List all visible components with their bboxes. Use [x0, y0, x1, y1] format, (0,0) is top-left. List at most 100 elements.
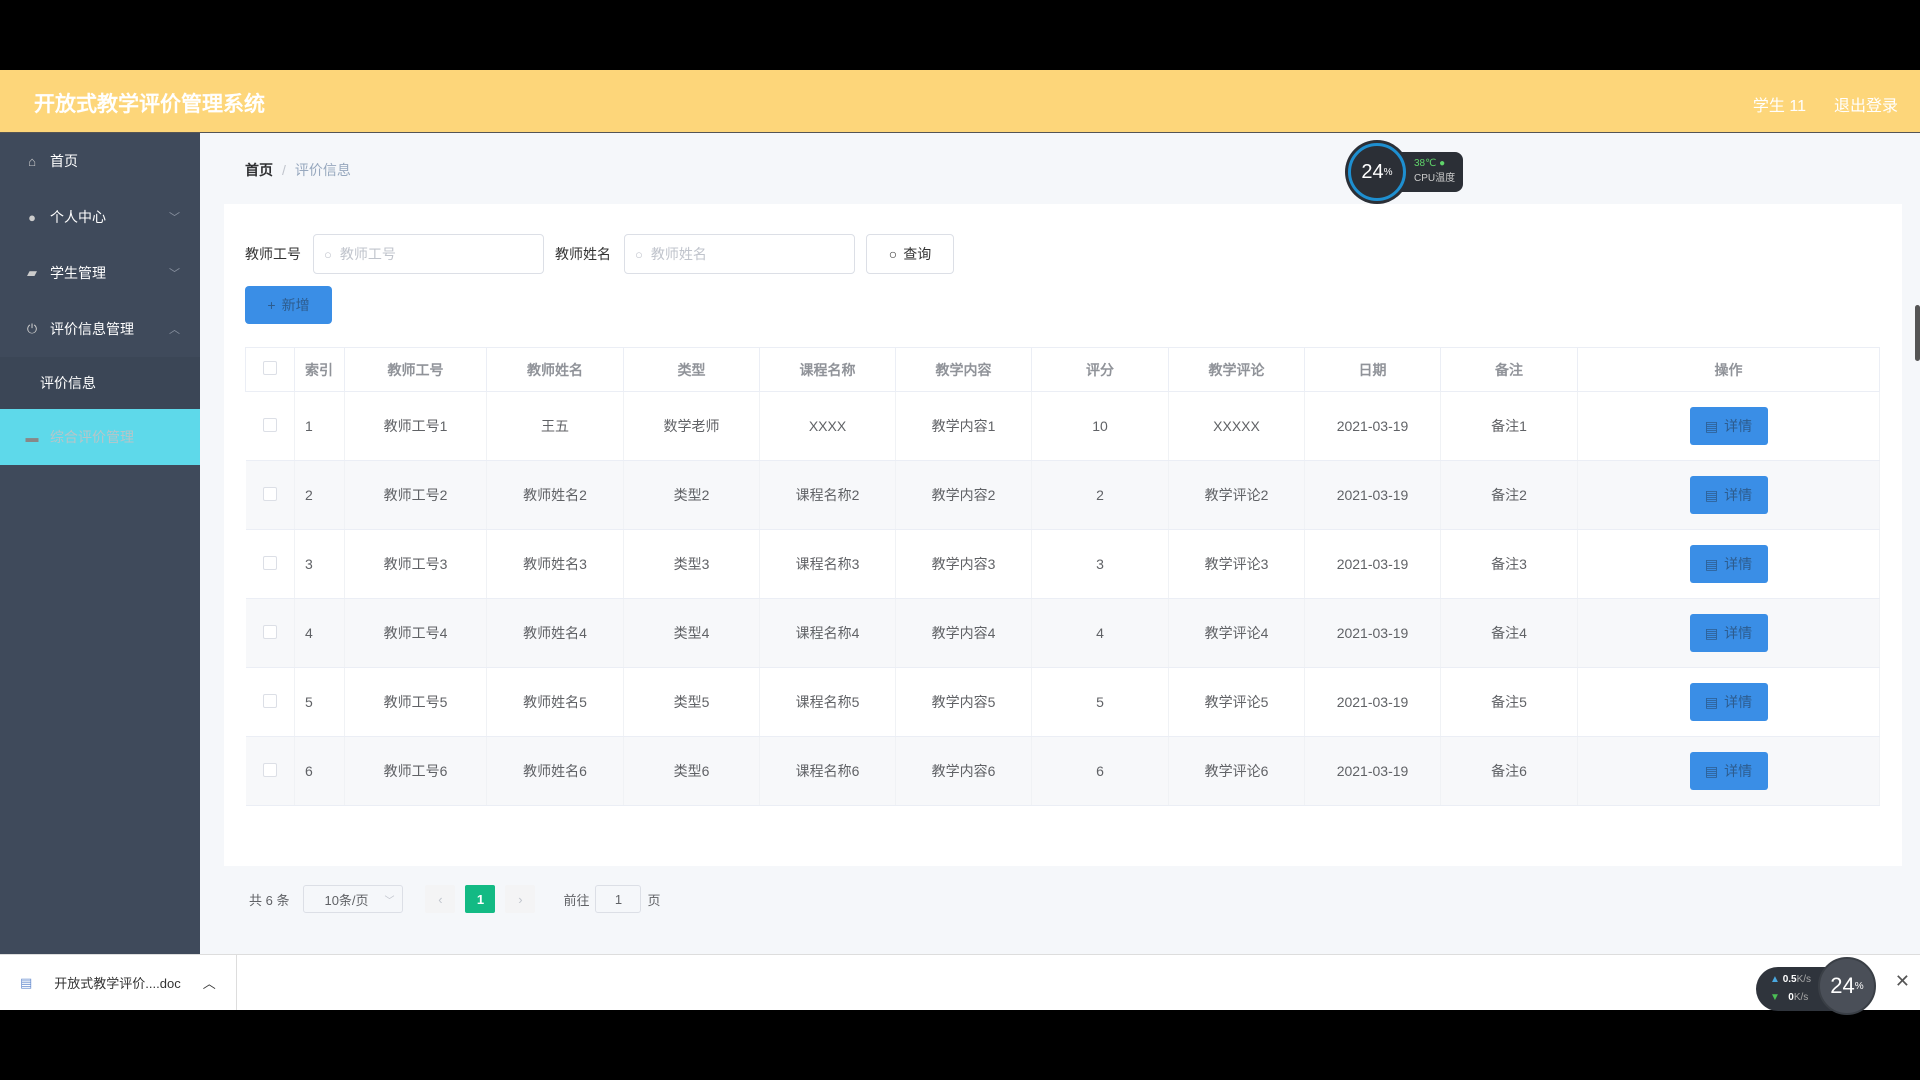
table-row: 6 教师工号6 教师姓名6 类型6 课程名称6 教学内容6 6 教学评论6 2021-03-19…	[245, 736, 1880, 806]
download-filename: 开放式教学评价....doc	[54, 976, 181, 991]
table-cell: 2021-03-19	[1304, 391, 1441, 461]
app-window: 开放式教学评价管理系统 学生 11 退出登录 ⌂ 首页 ● 个人中心 ﹀ ▰ 学生管理 ﹀…	[0, 70, 1920, 1015]
table-cell: 6	[294, 736, 345, 806]
action-cell: ▤ 详情	[1577, 667, 1880, 737]
sidebar-subitem-evaluation-info[interactable]: 评价信息	[0, 357, 200, 409]
next-page-button[interactable]: ›	[505, 885, 536, 913]
detail-button[interactable]: ▤ 详情	[1689, 545, 1768, 583]
sidebar-item-label: 综合评价管理	[50, 429, 134, 445]
goto-page-input[interactable]: 1	[595, 885, 642, 913]
cpu-percent-unit: %	[1383, 166, 1393, 178]
data-table: 索引 教师工号 教师姓名 类型 课程名称 教学内容 评分 教学评论 日期 备注 操作 1 教师工号1 王…	[245, 347, 1880, 806]
detail-button[interactable]: ▤ 详情	[1689, 407, 1768, 445]
download-bar: ▤ 开放式教学评价....doc ︿ ▲ 0.5K/s ▼ 0K/s 24% ✕	[0, 954, 1920, 1015]
detail-label: 详情	[1724, 556, 1753, 572]
cpu-widget[interactable]: 24% 38℃ ● CPU温度	[1348, 143, 1464, 201]
table-cell: 2	[294, 460, 345, 530]
select-all-checkbox[interactable]	[245, 347, 295, 392]
sidebar-item-students[interactable]: ▰ 学生管理 ﹀	[0, 245, 200, 301]
sidebar-item-label: 学生管理	[50, 265, 106, 281]
detail-label: 详情	[1724, 625, 1753, 641]
sidebar-item-evaluation[interactable]: ⏻ 评价信息管理 ︿	[0, 301, 200, 357]
download-item[interactable]: ▤ 开放式教学评价....doc ︿	[0, 955, 237, 1010]
teacher-id-input[interactable]: ○ 教师工号	[313, 234, 544, 274]
page-size-select[interactable]: 10条/页 ﹀	[303, 885, 404, 913]
prev-page-button[interactable]: ‹	[425, 885, 456, 913]
table-cell: 教学内容4	[895, 598, 1032, 668]
total-count: 共 6 条	[249, 892, 290, 908]
table-cell: 1	[294, 391, 345, 461]
document-icon: ▤	[1704, 693, 1719, 710]
download-arrow-icon: ▼	[1770, 992, 1780, 1003]
teacher-name-input[interactable]: ○ 教师姓名	[624, 234, 855, 274]
breadcrumb-separator: /	[282, 162, 286, 178]
breadcrumb-current: 评价信息	[294, 162, 351, 178]
column-header: 评分	[1031, 347, 1169, 392]
row-checkbox[interactable]	[245, 736, 295, 806]
table-cell: 教学内容5	[895, 667, 1032, 737]
table-cell: 6	[1031, 736, 1169, 806]
query-button[interactable]: ○ 查询	[866, 234, 954, 274]
table-cell: 备注6	[1440, 736, 1578, 806]
table-cell: 类型5	[623, 667, 760, 737]
header: 开放式教学评价管理系统 学生 11 退出登录	[0, 70, 1920, 133]
row-checkbox[interactable]	[245, 460, 295, 530]
user-name[interactable]: 学生 11	[1752, 98, 1806, 115]
action-cell: ▤ 详情	[1577, 598, 1880, 668]
column-header: 类型	[623, 347, 760, 392]
add-button[interactable]: + 新增	[245, 286, 332, 324]
column-header: 课程名称	[759, 347, 896, 392]
table-cell: 教学内容6	[895, 736, 1032, 806]
logout-link[interactable]: 退出登录	[1833, 98, 1898, 115]
row-checkbox[interactable]	[245, 391, 295, 461]
page-1-button[interactable]: 1	[465, 885, 496, 913]
teacher-id-placeholder: 教师工号	[339, 246, 396, 262]
app-title: 开放式教学评价管理系统	[34, 93, 265, 116]
sidebar-item-home[interactable]: ⌂ 首页	[0, 133, 200, 189]
table-cell: 数学老师	[623, 391, 760, 461]
table-cell: 4	[294, 598, 345, 668]
table-cell: 备注4	[1440, 598, 1578, 668]
table-cell: 3	[1031, 529, 1169, 599]
table-cell: 3	[294, 529, 345, 599]
cpu-temp: 38℃	[1414, 158, 1437, 169]
row-checkbox[interactable]	[245, 529, 295, 599]
detail-label: 详情	[1724, 418, 1753, 434]
detail-button[interactable]: ▤ 详情	[1689, 476, 1768, 514]
detail-button[interactable]: ▤ 详情	[1689, 614, 1768, 652]
document-icon: ▤	[20, 974, 33, 990]
chevron-down-icon: ﹀	[384, 895, 395, 907]
search-icon: ○	[888, 246, 898, 262]
column-header: 日期	[1304, 347, 1441, 392]
row-checkbox[interactable]	[245, 598, 295, 668]
table-cell: 2021-03-19	[1304, 529, 1441, 599]
column-header: 教师工号	[344, 347, 487, 392]
document-icon: ▤	[1704, 555, 1719, 572]
close-icon[interactable]: ✕	[1894, 971, 1910, 991]
table-row: 4 教师工号4 教师姓名4 类型4 课程名称4 教学内容4 4 教学评论4 2021-03-19…	[245, 598, 1880, 668]
table-cell: 4	[1031, 598, 1169, 668]
power-icon: ⏻	[26, 321, 38, 336]
content-card: 教师工号 ○ 教师工号 教师姓名 ○ 教师姓名 ○ 查询 + 新增 索引 教师工号 教师姓名…	[224, 204, 1902, 913]
document-icon: ▤	[1704, 762, 1719, 779]
table-cell: 课程名称3	[759, 529, 896, 599]
row-checkbox[interactable]	[245, 667, 295, 737]
breadcrumb-home[interactable]: 首页	[245, 162, 273, 178]
table-cell: 备注3	[1440, 529, 1578, 599]
scrollbar[interactable]	[1915, 305, 1920, 361]
table-cell: 教学评论5	[1168, 667, 1305, 737]
usage-percent-unit: %	[1854, 980, 1864, 992]
memory-usage-ring[interactable]: 24%	[1818, 957, 1876, 1015]
table-cell: 教师姓名4	[486, 598, 624, 668]
detail-button[interactable]: ▤ 详情	[1689, 683, 1768, 721]
detail-button[interactable]: ▤ 详情	[1689, 752, 1768, 790]
table-cell: 教学评论3	[1168, 529, 1305, 599]
table-cell: 2021-03-19	[1304, 667, 1441, 737]
teacher-name-label: 教师姓名	[555, 246, 611, 262]
sidebar-item-personal[interactable]: ● 个人中心 ﹀	[0, 189, 200, 245]
document-icon: ▤	[1704, 417, 1719, 434]
column-header: 备注	[1440, 347, 1578, 392]
chevron-up-icon[interactable]: ︿	[202, 976, 216, 991]
table-cell: 教师工号3	[344, 529, 487, 599]
sidebar-item-overall[interactable]: ▬ 综合评价管理	[0, 409, 200, 465]
